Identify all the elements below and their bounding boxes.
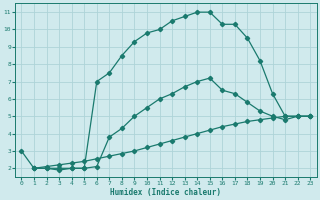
X-axis label: Humidex (Indice chaleur): Humidex (Indice chaleur) [110,188,221,197]
